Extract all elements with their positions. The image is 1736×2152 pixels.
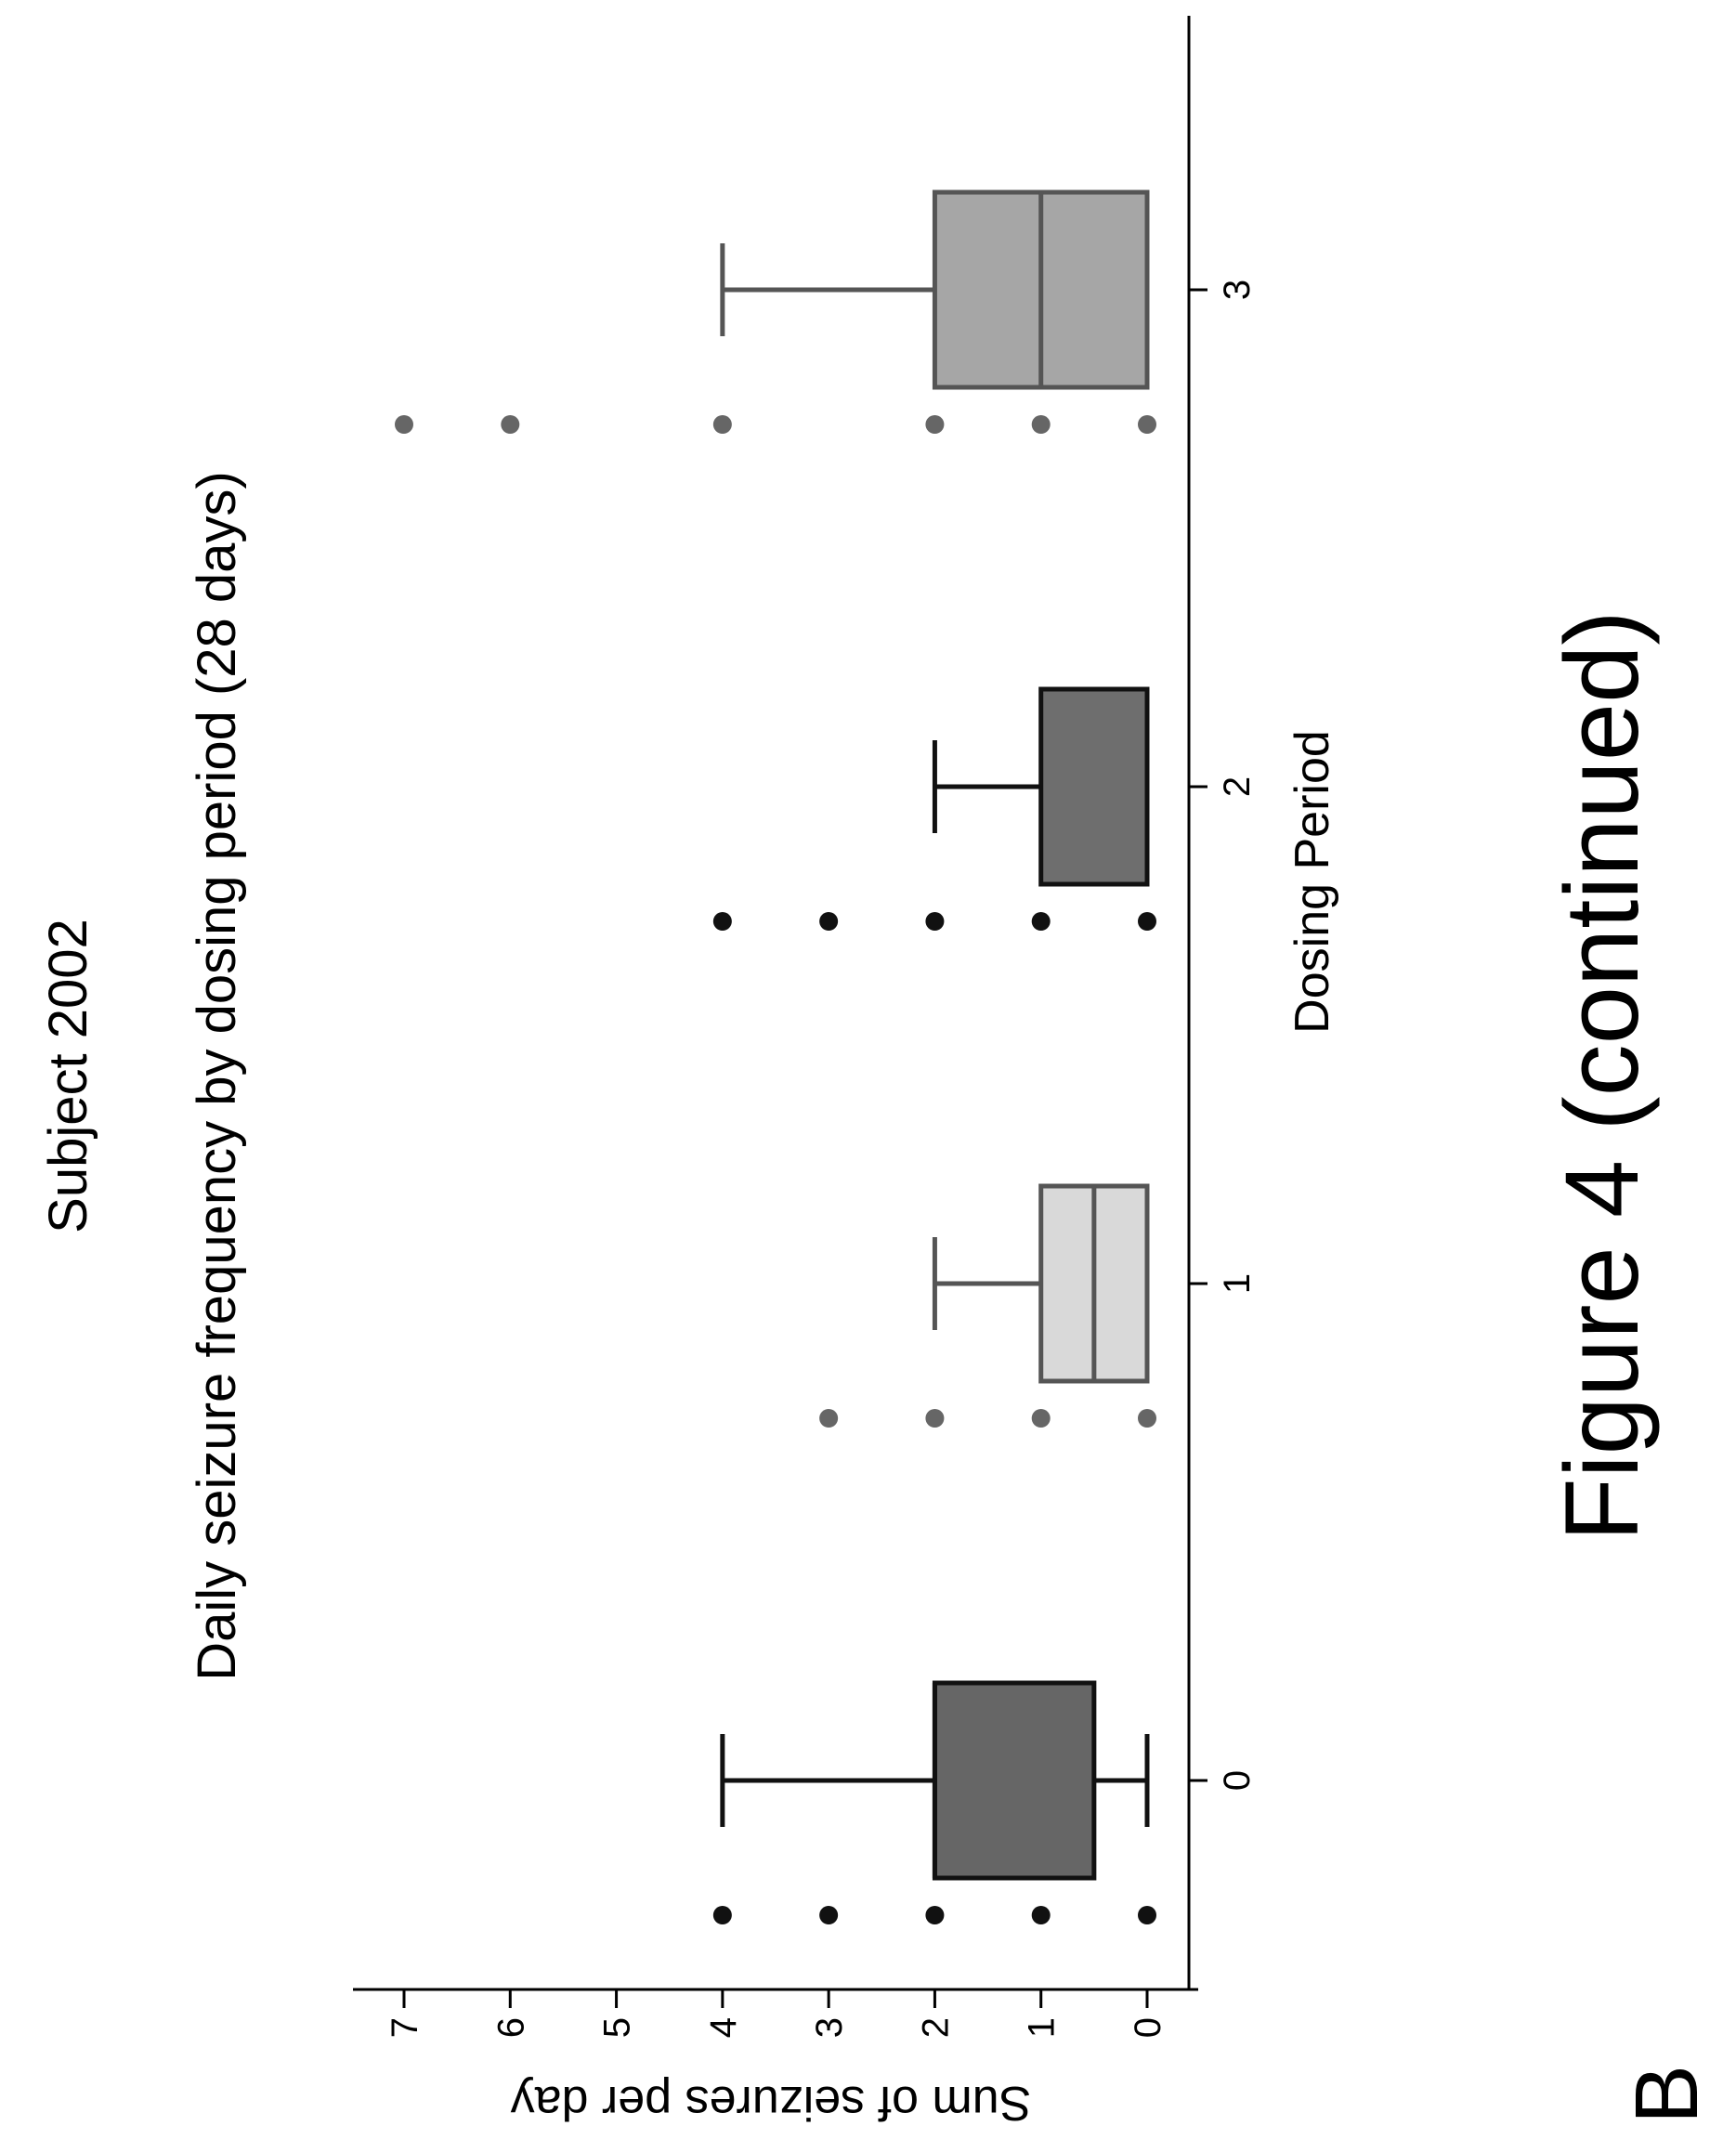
y-tick-label: 5 — [597, 2017, 638, 2038]
outlier-point — [925, 1409, 945, 1428]
outlier-point — [1138, 1409, 1156, 1428]
outlier-point — [1138, 1906, 1156, 1924]
outlier-point — [1031, 1906, 1051, 1924]
outlier-point — [1031, 1409, 1051, 1428]
y-tick-label: 2 — [915, 2017, 956, 2038]
outlier-point — [925, 415, 945, 434]
outlier-point — [819, 1906, 839, 1924]
outlier-point — [712, 415, 732, 434]
outlier-point — [1138, 912, 1156, 931]
x-tick-label: 1 — [1217, 1273, 1258, 1294]
outlier-point — [712, 1906, 732, 1924]
x-tick-label: 0 — [1217, 1770, 1258, 1791]
outlier-point — [1138, 415, 1156, 434]
y-tick-label: 0 — [1128, 2017, 1168, 2038]
outlier-point — [712, 912, 732, 931]
outlier-point — [1031, 415, 1051, 434]
outlier-point — [1031, 912, 1051, 931]
x-tick-label: 2 — [1217, 776, 1258, 797]
box-iqr — [1038, 686, 1150, 887]
y-tick-label: 6 — [490, 2017, 531, 2038]
outlier-point — [925, 912, 945, 931]
y-tick-label: 4 — [703, 2017, 744, 2038]
outlier-point — [819, 912, 839, 931]
outlier-point — [395, 415, 413, 434]
y-tick-label: 1 — [1022, 2017, 1063, 2038]
outlier-point — [925, 1906, 945, 1924]
outlier-point — [501, 415, 520, 434]
figure-caption: Figure 4 (continued) — [1544, 610, 1660, 1542]
x-tick-label: 3 — [1217, 280, 1258, 300]
x-axis-label: Dosing Period — [1286, 730, 1339, 1034]
box-iqr — [932, 1680, 1097, 1881]
y-tick-label: 3 — [809, 2017, 850, 2038]
y-axis-label: Sum of seizures per day — [511, 2076, 1032, 2130]
outlier-point — [819, 1409, 839, 1428]
y-tick-label: 7 — [385, 2017, 425, 2038]
